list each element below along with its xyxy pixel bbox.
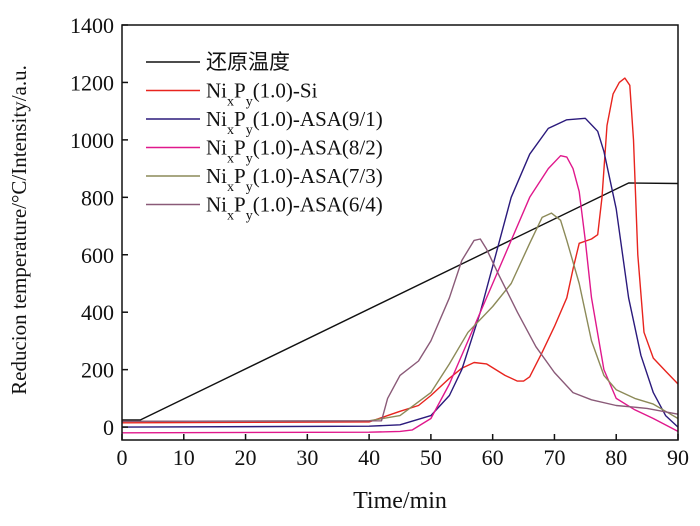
x-axis: 0 10 20 30 40 50 60 70 80 90 [117,434,689,470]
legend-text: (1.0)-ASA(8/2) [253,136,383,160]
legend-text: P [234,193,246,217]
legend-text: 还原温度 [206,50,290,74]
legend: 还原温度NixPy(1.0)-SiNixPy(1.0)-ASA(9/1)NixP… [146,50,383,224]
y-tick-label: 1000 [70,128,114,153]
legend-text: Ni [206,136,227,160]
x-tick-label: 60 [482,445,504,470]
legend-text: Ni [206,79,227,103]
x-tick-label: 90 [667,445,689,470]
legend-text: (1.0)-ASA(7/3) [253,164,383,188]
legend-subscript: x [227,95,234,110]
legend-text: P [234,136,246,160]
legend-subscript: y [246,95,253,110]
x-tick-label: 40 [358,445,380,470]
legend-subscript: y [246,180,253,195]
legend-label: NixPy(1.0)-ASA(9/1) [206,107,383,138]
y-tick-label: 0 [103,415,114,440]
y-axis-label: Reducion temperature/°C/Intensity/a.u. [7,65,31,395]
legend-text: (1.0)-ASA(9/1) [253,107,383,131]
legend-text: Ni [206,164,227,188]
plot-lines [121,77,679,434]
legend-subscript: x [227,209,234,224]
legend-subscript: y [246,209,253,224]
series-line-3 [121,155,679,434]
y-tick-label: 1200 [70,70,114,95]
x-tick-label: 0 [117,445,128,470]
y-tick-label: 1400 [70,13,114,38]
series-line-4 [121,212,679,422]
legend-text: (1.0)-Si [253,79,318,103]
series-line-5 [121,238,679,422]
legend-text: P [234,107,246,131]
y-tick-label: 600 [81,243,114,268]
y-tick-label: 200 [81,358,114,383]
x-tick-label: 70 [543,445,565,470]
x-tick-label: 10 [173,445,195,470]
legend-text: Ni [206,107,227,131]
x-tick-label: 20 [235,445,257,470]
y-tick-label: 800 [81,185,114,210]
legend-subscript: y [246,152,253,167]
y-axis: 0 200 400 600 800 1000 1200 1400 [70,13,128,440]
x-tick-label: 80 [605,445,627,470]
x-tick-label: 50 [420,445,442,470]
legend-subscript: x [227,152,234,167]
legend-subscript: x [227,180,234,195]
legend-label: NixPy(1.0)-ASA(7/3) [206,164,383,195]
plot-frame [121,24,679,441]
legend-label: NixPy(1.0)-Si [206,79,318,110]
legend-label: 还原温度 [206,50,290,74]
x-tick-label: 30 [296,445,318,470]
series-line-0 [122,182,679,421]
legend-label: NixPy(1.0)-ASA(6/4) [206,193,383,224]
legend-text: (1.0)-ASA(6/4) [253,193,383,217]
x-axis-label: Time/min [353,488,447,514]
legend-text: Ni [206,193,227,217]
legend-subscript: y [246,123,253,138]
legend-text: P [234,164,246,188]
legend-text: P [234,79,246,103]
series-line-2 [121,117,679,428]
series-line-1 [121,77,679,424]
legend-subscript: x [227,123,234,138]
legend-label: NixPy(1.0)-ASA(8/2) [206,136,383,167]
y-tick-label: 400 [81,300,114,325]
